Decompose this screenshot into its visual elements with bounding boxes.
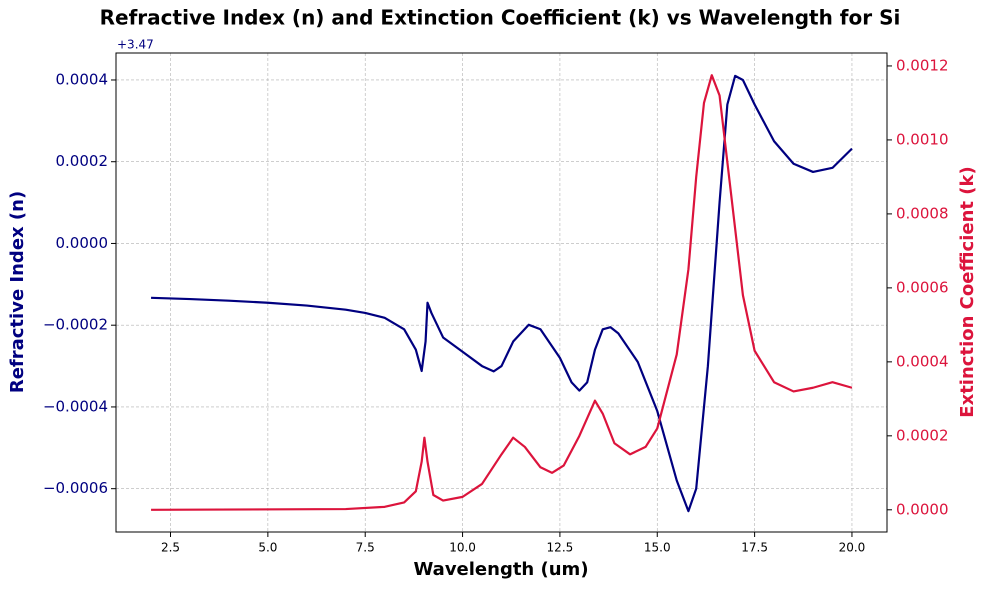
y-tick-label: −0.0006	[43, 479, 108, 497]
x-tick-label: 5.0	[258, 541, 277, 555]
y2-tick-label: 0.0006	[896, 278, 949, 296]
y-tick-label: −0.0002	[43, 316, 108, 334]
y2-tick-label: 0.0004	[896, 352, 949, 370]
x-tick-label: 7.5	[356, 541, 375, 555]
y2-tick-label: 0.0002	[896, 426, 949, 444]
y2-tick-label: 0.0000	[896, 500, 949, 518]
y-tick-label: 0.0004	[56, 70, 109, 88]
y-tick-label: 0.0002	[56, 152, 109, 170]
y-offset-label: +3.47	[117, 38, 154, 52]
x-tick-label: 17.5	[741, 541, 768, 555]
x-tick-label: 12.5	[547, 541, 574, 555]
x-tick-label: 10.0	[449, 541, 476, 555]
y2-axis-label: Extinction Coefficient (k)	[957, 166, 978, 417]
y-axis-label: Refractive Index (n)	[7, 191, 28, 393]
x-tick-label: 2.5	[161, 541, 180, 555]
data-line	[151, 74, 853, 513]
y2-tick-label: 0.0012	[896, 56, 949, 74]
chart-title: Refractive Index (n) and Extinction Coef…	[100, 6, 901, 30]
y-tick-label: 0.0000	[56, 234, 109, 252]
x-tick-label: 15.0	[644, 541, 671, 555]
plot-frame	[115, 52, 888, 533]
x-axis-label: Wavelength (um)	[413, 559, 588, 580]
x-tick-label: 20.0	[839, 541, 866, 555]
y2-tick-label: 0.0008	[896, 204, 949, 222]
y2-tick-label: 0.0010	[896, 130, 949, 148]
data-line	[151, 74, 853, 511]
y-tick-label: −0.0004	[43, 397, 108, 415]
